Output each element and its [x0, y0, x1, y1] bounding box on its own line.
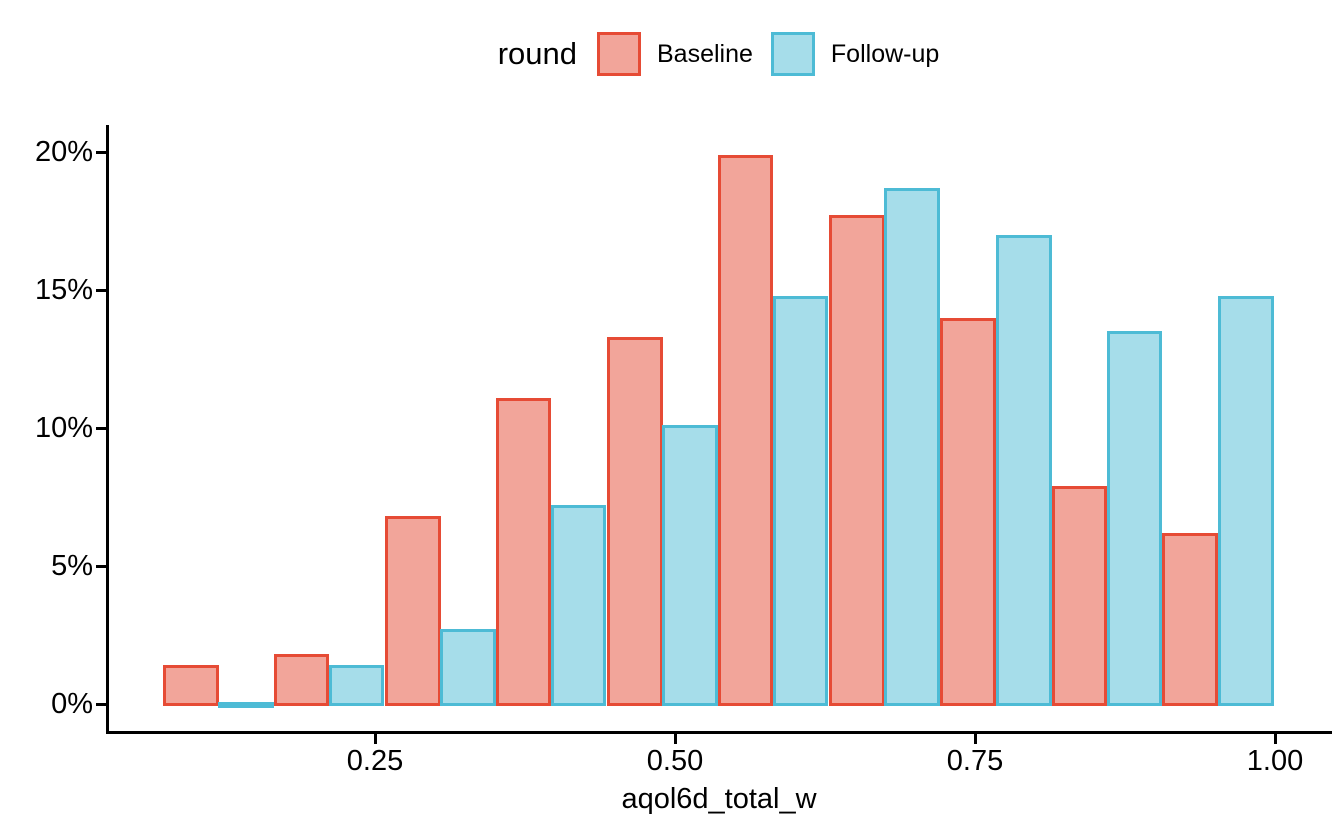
bar-followup-bin-7	[884, 188, 940, 706]
x-axis-title: aqol6d_total_w	[621, 783, 817, 815]
legend-title: round	[497, 36, 577, 71]
bar-baseline-bin-7	[829, 215, 885, 706]
x-tick-label: 0.50	[646, 745, 704, 777]
bar-followup-bin-3	[440, 629, 496, 706]
x-tick-mark-0.75	[974, 734, 977, 744]
bar-followup-bin-10	[1218, 296, 1274, 706]
bar-followup-bin-8	[996, 235, 1052, 706]
legend: round Baseline Follow-up	[108, 31, 1329, 77]
y-tick-mark-15%	[96, 289, 106, 292]
x-tick-label: 0.75	[946, 745, 1004, 777]
y-tick-label: 0%	[51, 688, 93, 720]
bar-baseline-bin-9	[1052, 486, 1107, 706]
x-tick-mark-0.25	[374, 734, 377, 744]
legend-label-followup: Follow-up	[830, 39, 940, 68]
bar-followup-bin-1	[218, 702, 274, 708]
bar-followup-bin-4	[551, 505, 606, 706]
bar-followup-bin-2	[329, 665, 384, 706]
baseline-swatch-icon	[597, 32, 641, 76]
y-axis-line	[106, 125, 109, 734]
bar-followup-bin-9	[1107, 331, 1162, 706]
bar-baseline-bin-2	[274, 654, 329, 706]
bar-baseline-bin-4	[496, 398, 551, 706]
x-tick-mark-1.00	[1274, 734, 1277, 744]
x-axis-line	[106, 731, 1332, 734]
bar-baseline-bin-10	[1162, 533, 1218, 706]
y-tick-mark-10%	[96, 427, 106, 430]
y-tick-mark-20%	[96, 151, 106, 154]
bar-baseline-bin-6	[718, 155, 773, 706]
bar-baseline-bin-5	[607, 337, 663, 706]
bar-baseline-bin-1	[163, 665, 219, 706]
x-tick-label: 1.00	[1246, 745, 1304, 777]
bar-followup-bin-6	[773, 296, 828, 706]
legend-label-baseline: Baseline	[657, 39, 753, 68]
bar-baseline-bin-3	[385, 516, 441, 706]
y-tick-label: 15%	[34, 274, 93, 306]
y-tick-label: 10%	[34, 412, 93, 444]
y-tick-label: 5%	[51, 550, 93, 582]
x-tick-label: 0.25	[346, 745, 404, 777]
x-tick-mark-0.50	[674, 734, 677, 744]
bar-baseline-bin-8	[940, 318, 996, 706]
legend-item-followup: Follow-up	[770, 32, 940, 76]
legend-item-baseline: Baseline	[597, 32, 753, 76]
followup-swatch-icon	[770, 32, 815, 76]
y-tick-label: 20%	[34, 136, 93, 168]
y-tick-mark-0%	[96, 703, 106, 706]
bar-followup-bin-5	[662, 425, 718, 706]
y-tick-mark-5%	[96, 565, 106, 568]
